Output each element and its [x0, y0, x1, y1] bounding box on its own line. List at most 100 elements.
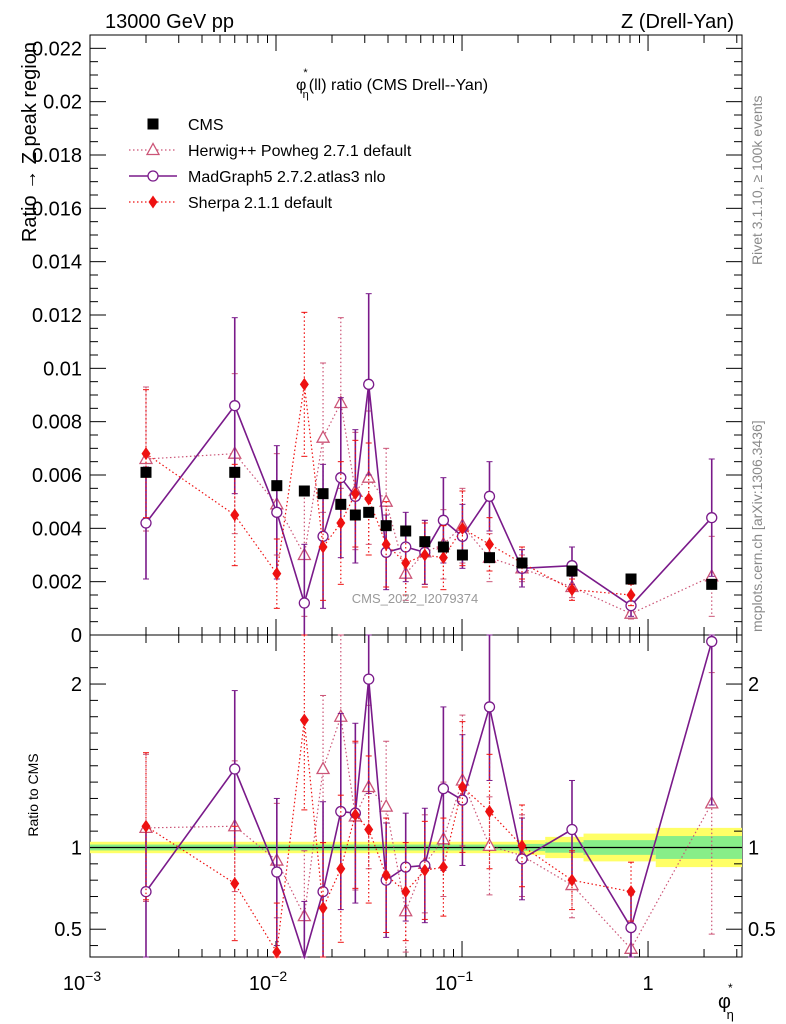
x-tick-label: 10−1 [435, 968, 473, 995]
point-sherpa [457, 521, 467, 535]
point-sherpa [299, 377, 309, 391]
point-madgraph [483, 490, 496, 502]
y-axis-label: Ratio → Z peak region [19, 42, 41, 242]
y-tick-label: 0.004 [32, 518, 82, 540]
point-sherpa [318, 540, 328, 554]
analysis-watermark: CMS_2022_I2079374 [352, 591, 479, 606]
point-sherpa [438, 551, 448, 565]
x-tick-label: 10−3 [63, 968, 101, 995]
point-cms [298, 485, 310, 497]
ratio-line-madgraph [145, 641, 713, 960]
series-line-sherpa [145, 384, 632, 596]
data-series [138, 293, 719, 636]
x-tick-base: 10 [63, 973, 85, 995]
ratio-point-sherpa [230, 876, 240, 890]
legend-item-cms: CMS [147, 117, 224, 134]
x-tick-base: 10 [435, 973, 457, 995]
ratio-series [138, 634, 719, 960]
y-tick-label: 0.016 [32, 198, 82, 220]
point-cms [317, 488, 329, 500]
point-sherpa [272, 567, 282, 581]
y-tick-label: 0.002 [32, 572, 82, 594]
point-cms [400, 525, 412, 537]
y-tick-label: 0.02 [43, 92, 82, 114]
x-tick-label: 1 [642, 973, 653, 995]
y-tick-label: 0.01 [43, 358, 82, 380]
point-herwig [361, 469, 376, 483]
xlabel-star: * [728, 981, 733, 995]
ratio-point-madgraph [456, 794, 469, 806]
ratio-point-sherpa [438, 860, 448, 874]
x-tick-base: 10 [249, 973, 271, 995]
title-rest: (ll) ratio (CMS Drell--Yan) [309, 77, 488, 94]
point-cms [706, 578, 718, 590]
point-sherpa [336, 516, 346, 530]
title-phi: φ [296, 77, 306, 94]
ratio-point-herwig [379, 798, 394, 812]
point-madgraph [437, 514, 450, 526]
point-cms [483, 552, 495, 564]
point-cms [516, 557, 528, 569]
tick-labels: 10−3 10−2 10−1 100.0020.0040.0060.0080.010.… [32, 38, 776, 995]
legend-marker-herwig [145, 142, 161, 156]
point-cms [380, 520, 392, 532]
xlabel-phi: φ [718, 991, 731, 1013]
point-sherpa [230, 508, 240, 522]
point-cms [229, 466, 241, 478]
ratio-point-madgraph [483, 701, 496, 713]
point-cms [625, 573, 637, 585]
ratio-point-sherpa [626, 885, 636, 899]
series-cms [140, 466, 718, 590]
series-sherpa [141, 311, 636, 609]
point-madgraph [706, 512, 718, 524]
legend: CMS Herwig++ Powheg 2.7.1 default MadGraph… [129, 117, 412, 212]
ratio-y-tick-label: 0.5 [54, 919, 82, 941]
point-cms [456, 549, 468, 561]
ratio-point-madgraph [625, 921, 637, 934]
point-herwig [315, 429, 331, 443]
point-cms [437, 541, 449, 553]
point-cms [363, 506, 375, 518]
y-tick-label: 0.018 [32, 145, 82, 167]
point-sherpa [141, 447, 151, 461]
legend-item-sherpa: Sherpa 2.1.1 default [129, 195, 333, 212]
point-cms [419, 536, 431, 548]
legend-marker-cms [147, 118, 159, 130]
ratio-y-tick-label: 2 [71, 674, 82, 696]
y-tick-label: 0.022 [32, 38, 82, 60]
ratio-point-madgraph [229, 763, 241, 775]
ratio-series-sherpa [141, 634, 636, 959]
ratio-point-sherpa [350, 808, 360, 822]
ratio-point-sherpa [567, 873, 577, 887]
point-sherpa [420, 548, 430, 562]
point-cms [349, 509, 361, 521]
x-tick-exponent: −1 [457, 968, 473, 984]
legend-item-herwig: Herwig++ Powheg 2.7.1 default [129, 142, 412, 160]
point-sherpa [484, 537, 494, 551]
point-sherpa [567, 583, 577, 597]
ratio-point-sherpa [299, 713, 309, 727]
ratio-point-herwig [315, 761, 331, 775]
ratio-point-madgraph [437, 782, 450, 795]
series-line-herwig [145, 401, 712, 615]
ratio-point-sherpa [420, 863, 430, 877]
point-sherpa [364, 492, 374, 506]
title-star: * [303, 67, 308, 79]
ratio-point-sherpa [457, 780, 467, 794]
legend-marker-madgraph [147, 170, 159, 182]
x-tick-exponent: −3 [85, 968, 101, 984]
ratio-line-sherpa [145, 719, 632, 954]
point-madgraph [229, 400, 241, 412]
ratio-point-sherpa [336, 862, 346, 876]
ratio-point-madgraph [706, 635, 718, 648]
plot-title: φ* η(ll) ratio (CMS Drell--Yan) [296, 67, 488, 101]
point-sherpa [626, 588, 636, 602]
ratio-point-madgraph [566, 823, 578, 836]
point-madgraph [363, 378, 375, 390]
ratio-point-sherpa [484, 805, 494, 819]
y-tick-label: 0 [71, 625, 82, 647]
point-cms [566, 565, 578, 577]
ratio-point-madgraph [363, 673, 375, 685]
point-cms [271, 480, 283, 492]
